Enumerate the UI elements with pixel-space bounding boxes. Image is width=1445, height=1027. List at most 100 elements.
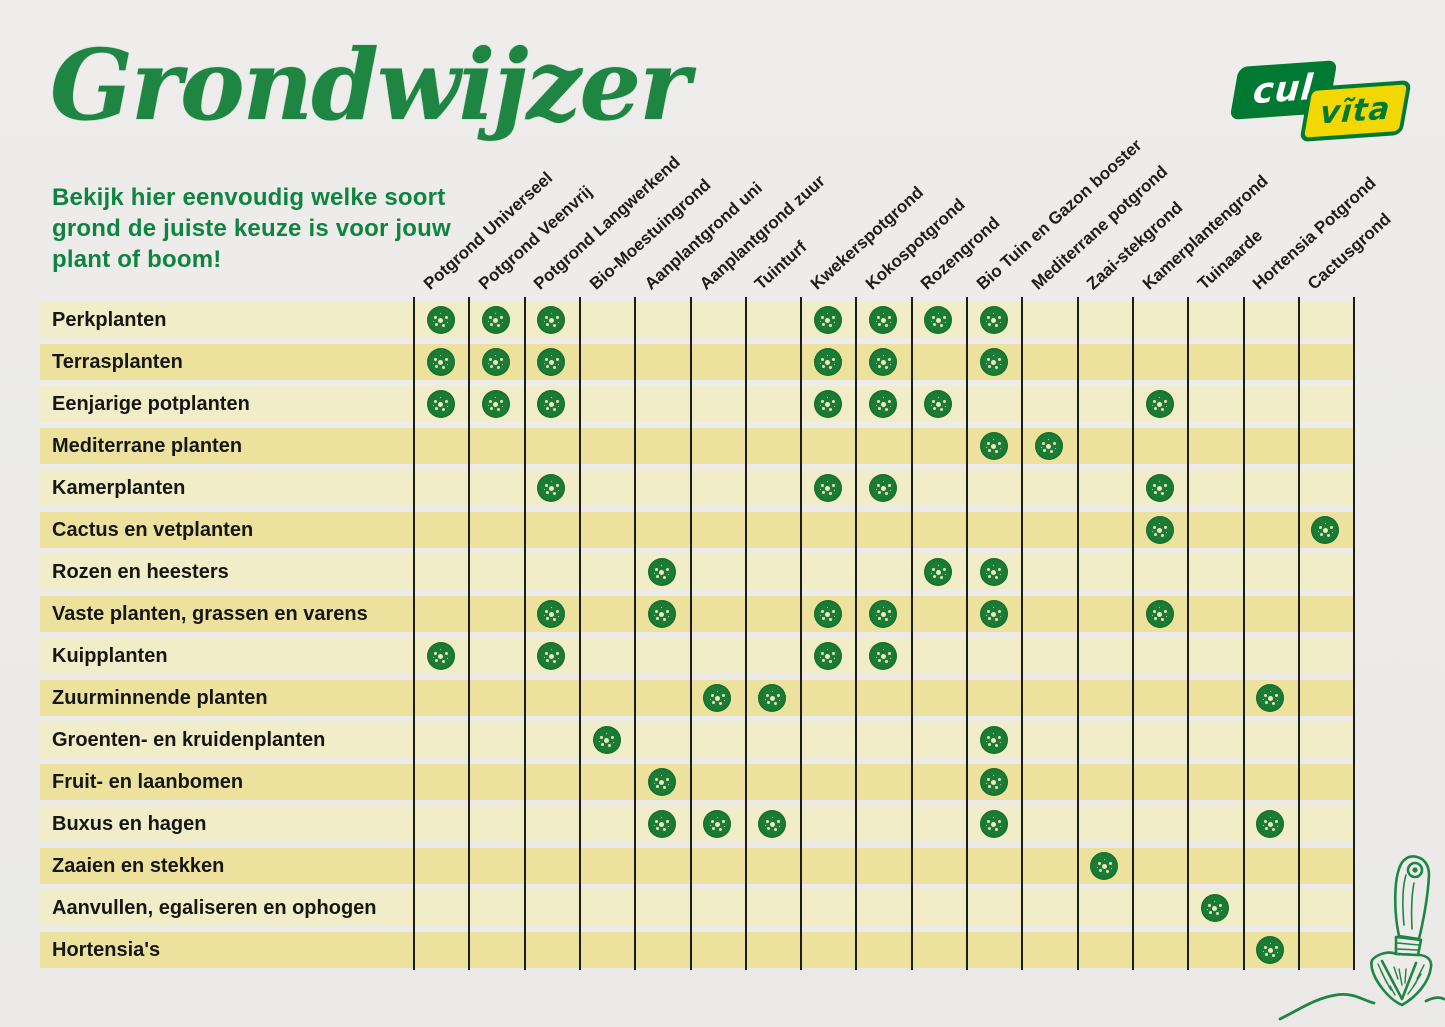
row-label: Groenten- en kruidenplanten xyxy=(52,729,326,751)
plant-mark-icon xyxy=(869,642,898,670)
plant-mark-icon xyxy=(979,306,1008,334)
plant-mark-icon xyxy=(813,600,842,628)
plant-mark-icon xyxy=(592,726,621,754)
column-header: Zaai-stekgrond xyxy=(1083,197,1187,294)
table-row-band xyxy=(40,386,1354,422)
plant-mark-icon xyxy=(647,810,676,838)
plant-mark-icon xyxy=(647,600,676,628)
grid-line xyxy=(413,297,415,970)
grid-line xyxy=(689,297,692,970)
table-row-band xyxy=(40,806,1354,842)
plant-mark-icon xyxy=(1256,936,1285,964)
row-label: Vaste planten, grassen en varens xyxy=(52,603,368,625)
plant-mark-icon xyxy=(537,600,566,628)
grid-line xyxy=(1131,297,1134,970)
plant-mark-icon xyxy=(924,390,953,418)
grid-line xyxy=(1021,297,1024,970)
row-label: Fruit- en laanbomen xyxy=(52,771,244,793)
plant-mark-icon xyxy=(758,684,787,712)
plant-mark-icon xyxy=(537,348,566,376)
plant-mark-icon xyxy=(1256,810,1285,838)
grid-line xyxy=(800,297,803,970)
plant-mark-icon xyxy=(537,642,566,670)
grid-line xyxy=(468,297,471,970)
plant-mark-icon xyxy=(1311,516,1340,544)
grid-line xyxy=(1297,297,1300,970)
subtitle-line: grond de juiste keuze is voor jouw xyxy=(52,215,451,242)
plant-mark-icon xyxy=(869,600,898,628)
plant-mark-icon xyxy=(481,390,510,418)
table-row-band xyxy=(40,302,1354,338)
plant-mark-icon xyxy=(813,474,842,502)
row-label: Zaaien en stekken xyxy=(52,855,225,877)
grid-line xyxy=(966,297,968,970)
table-row-band xyxy=(40,764,1354,800)
plant-mark-icon xyxy=(537,306,566,334)
table-row-band xyxy=(40,470,1354,506)
plant-mark-icon xyxy=(1256,684,1285,712)
plant-mark-icon xyxy=(924,306,953,334)
row-label: Kamerplanten xyxy=(52,477,186,499)
plant-mark-icon xyxy=(813,642,842,670)
table-row-band xyxy=(40,890,1354,926)
plant-mark-icon xyxy=(1034,432,1063,460)
row-label: Cactus en vetplanten xyxy=(52,519,254,541)
plant-mark-icon xyxy=(1145,516,1174,544)
plant-mark-icon xyxy=(1090,852,1119,880)
row-label: Perkplanten xyxy=(52,309,167,331)
grid-line xyxy=(1076,297,1079,970)
plant-mark-icon xyxy=(924,558,953,586)
table-row-band xyxy=(40,596,1354,632)
row-label: Aanvullen, egaliseren en ophogen xyxy=(52,897,377,919)
grid-line xyxy=(1353,297,1356,970)
page-title: Grondwijzer xyxy=(50,28,690,142)
grid-line xyxy=(744,297,747,970)
grid-line xyxy=(523,297,526,970)
table-row-band xyxy=(40,428,1354,464)
plant-mark-icon xyxy=(1200,894,1229,922)
plant-mark-icon xyxy=(703,810,732,838)
plant-mark-icon xyxy=(979,768,1008,796)
plant-mark-icon xyxy=(979,810,1008,838)
table-row-band xyxy=(40,722,1354,758)
plant-mark-icon xyxy=(869,474,898,502)
culvita-logo-vita-text: vĩta xyxy=(1318,90,1393,132)
row-label: Buxus en hagen xyxy=(52,813,207,835)
plant-mark-icon xyxy=(1145,600,1174,628)
plant-mark-icon xyxy=(1145,390,1174,418)
plant-mark-icon xyxy=(869,390,898,418)
plant-mark-icon xyxy=(869,348,898,376)
table-row-band xyxy=(40,932,1354,968)
grid-line xyxy=(1187,297,1190,970)
plant-mark-icon xyxy=(426,306,455,334)
row-label: Kuipplanten xyxy=(52,645,168,667)
grid-line xyxy=(855,297,858,970)
plant-mark-icon xyxy=(426,390,455,418)
plant-mark-icon xyxy=(481,306,510,334)
grid-line xyxy=(1242,297,1245,970)
row-label: Eenjarige potplanten xyxy=(52,393,250,415)
culvita-logo-right-badge: vĩta xyxy=(1299,80,1412,142)
table-row-band xyxy=(40,512,1354,548)
table-row-band xyxy=(40,848,1354,884)
row-label: Mediterrane planten xyxy=(52,435,243,457)
plant-mark-icon xyxy=(537,390,566,418)
table-row-band xyxy=(40,638,1354,674)
table-row-band xyxy=(40,554,1354,590)
table-row-band xyxy=(40,344,1354,380)
plant-mark-icon xyxy=(647,768,676,796)
plant-mark-icon xyxy=(481,348,510,376)
grid-line xyxy=(634,297,637,970)
grid-line xyxy=(578,297,581,970)
subtitle-line: Bekijk hier eenvoudig welke soort xyxy=(52,184,446,211)
plant-mark-icon xyxy=(813,348,842,376)
plant-mark-icon xyxy=(537,474,566,502)
plant-mark-icon xyxy=(979,348,1008,376)
trowel-in-soil-illustration xyxy=(1278,855,1445,1021)
row-label: Terrasplanten xyxy=(52,351,183,373)
plant-mark-icon xyxy=(813,390,842,418)
table-row-band xyxy=(40,680,1354,716)
plant-mark-icon xyxy=(758,810,787,838)
plant-mark-icon xyxy=(979,600,1008,628)
